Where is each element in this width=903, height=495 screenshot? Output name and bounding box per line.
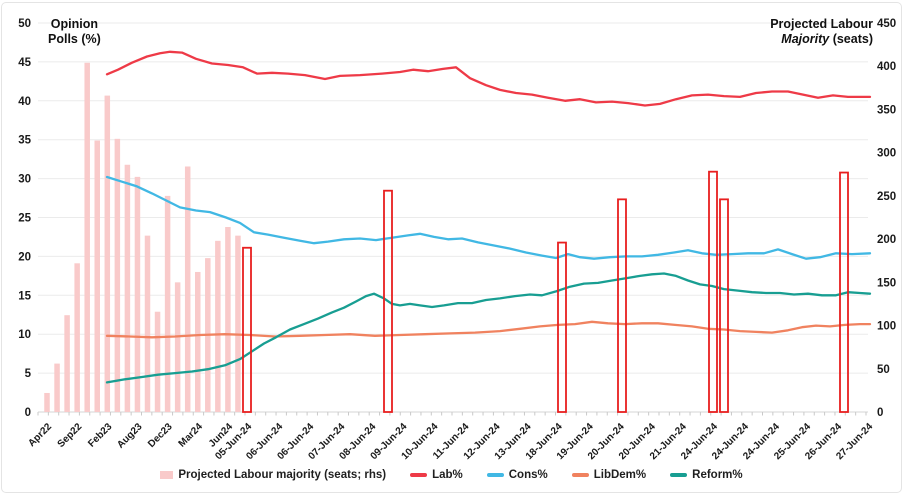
legend-label: Reform% bbox=[692, 469, 743, 481]
right-axis-title-majority: Majority bbox=[781, 32, 830, 46]
x-axis-date-label: Apr22 bbox=[26, 421, 54, 449]
right-axis-tick-label: 450 bbox=[877, 18, 896, 30]
mrp-projection-bar bbox=[617, 198, 627, 413]
chart-legend: Projected Labour majority (seats; rhs) La… bbox=[0, 469, 903, 481]
x-axis-date-label: Feb23 bbox=[86, 421, 115, 450]
left-axis-tick-label: 40 bbox=[18, 96, 31, 108]
left-axis-tick-label: 20 bbox=[18, 251, 31, 263]
legend-swatch-icon bbox=[486, 473, 504, 477]
monthly-majority-bar bbox=[44, 392, 50, 412]
monthly-majority-bar bbox=[104, 95, 111, 412]
right-axis-tick-label: 100 bbox=[877, 321, 896, 333]
mrp-projection-bar bbox=[719, 198, 729, 413]
legend-item-libdem: LibDem% bbox=[571, 469, 647, 481]
legend-label: Lab% bbox=[432, 469, 463, 481]
x-axis-date-label: Mar24 bbox=[177, 421, 206, 450]
left-axis-tick-label: 45 bbox=[18, 57, 31, 69]
series-line-libdem bbox=[105, 320, 872, 339]
right-axis-tick-label: 250 bbox=[877, 191, 896, 203]
legend-label: LibDem% bbox=[593, 469, 647, 481]
mrp-projection-bar bbox=[557, 241, 567, 413]
right-axis-tick-label: 50 bbox=[877, 364, 890, 376]
left-axis-title: Opinion Polls (%) bbox=[48, 17, 101, 47]
right-axis-tick-label: 350 bbox=[877, 104, 896, 116]
right-axis-tick-label: 200 bbox=[877, 234, 896, 246]
legend-swatch-icon bbox=[160, 471, 174, 479]
monthly-majority-bar bbox=[74, 263, 80, 412]
x-axis-date-label: Sep22 bbox=[56, 421, 85, 450]
series-line-reform bbox=[105, 272, 872, 384]
mrp-projection-bar bbox=[242, 246, 252, 413]
monthly-majority-bar bbox=[114, 138, 121, 412]
monthly-majority-bar bbox=[124, 164, 131, 412]
legend-label: Projected Labour majority (seats; rhs) bbox=[178, 469, 387, 481]
monthly-majority-bar bbox=[64, 315, 70, 412]
legend-item-cons: Cons% bbox=[486, 469, 548, 481]
right-axis-title-seats: (seats) bbox=[829, 32, 873, 46]
right-axis-tick-label: 400 bbox=[877, 61, 896, 73]
left-axis-title-line2: Polls (%) bbox=[48, 32, 101, 46]
right-axis-tick-label: 150 bbox=[877, 277, 896, 289]
monthly-majority-bar bbox=[154, 311, 161, 412]
monthly-majority-bar bbox=[144, 235, 151, 412]
legend-item-lab: Lab% bbox=[410, 469, 463, 481]
monthly-majority-bar bbox=[134, 176, 141, 412]
monthly-majority-bar bbox=[184, 166, 191, 412]
right-axis-tick-label: 300 bbox=[877, 148, 896, 160]
monthly-majority-bar bbox=[54, 363, 60, 412]
mrp-projection-bar bbox=[708, 170, 718, 413]
left-axis-tick-label: 10 bbox=[18, 329, 31, 341]
mrp-projection-bar bbox=[383, 189, 393, 413]
x-axis-date-label: Aug23 bbox=[115, 421, 145, 451]
monthly-majority-bar bbox=[94, 140, 100, 412]
left-axis-tick-label: 35 bbox=[18, 135, 31, 147]
x-axis-date-label: Dec23 bbox=[146, 421, 175, 450]
right-axis-title-line1: Projected Labour bbox=[770, 17, 873, 31]
monthly-majority-bar bbox=[164, 195, 171, 412]
monthly-majority-bar bbox=[215, 240, 221, 412]
right-axis-title: Projected Labour Majority (seats) bbox=[770, 17, 873, 47]
series-line-cons bbox=[105, 175, 872, 260]
legend-label: Cons% bbox=[508, 469, 548, 481]
legend-swatch-icon bbox=[410, 473, 428, 477]
left-axis-tick-label: 50 bbox=[18, 18, 31, 30]
series-line-lab bbox=[105, 50, 872, 107]
monthly-majority-bar bbox=[174, 282, 181, 412]
left-axis-title-line1: Opinion bbox=[50, 17, 98, 31]
legend-item-projected: Projected Labour majority (seats; rhs) bbox=[160, 469, 386, 481]
right-axis-tick-label: 0 bbox=[877, 407, 883, 419]
monthly-majority-bar bbox=[84, 62, 90, 413]
monthly-majority-bar bbox=[235, 235, 241, 412]
legend-item-reform: Reform% bbox=[670, 469, 743, 481]
monthly-majority-bar bbox=[195, 271, 201, 412]
legend-swatch-icon bbox=[670, 473, 688, 477]
mrp-projection-bar bbox=[839, 171, 849, 413]
left-axis-tick-label: 15 bbox=[18, 290, 31, 302]
legend-swatch-icon bbox=[571, 473, 589, 477]
monthly-majority-bar bbox=[225, 227, 231, 412]
left-axis-tick-label: 5 bbox=[25, 368, 32, 380]
left-axis-tick-label: 30 bbox=[18, 174, 31, 186]
left-axis-tick-label: 25 bbox=[18, 213, 31, 225]
left-axis-tick-label: 0 bbox=[25, 407, 31, 419]
